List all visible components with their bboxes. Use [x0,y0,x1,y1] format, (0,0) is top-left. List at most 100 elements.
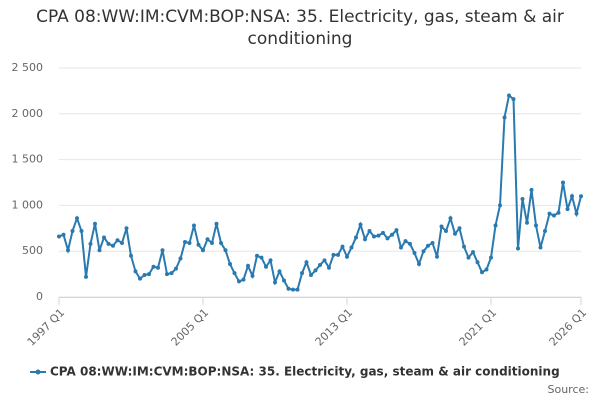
point [156,265,160,270]
point [304,260,309,265]
point [399,245,403,250]
point [381,230,385,235]
point [565,207,570,212]
point [435,254,439,259]
point [115,238,120,243]
legend-marker [35,369,41,375]
point [412,251,417,256]
point [529,187,534,192]
point [336,252,340,257]
point [466,255,471,260]
point [273,280,277,285]
point [421,249,426,254]
point [471,250,475,255]
point [142,273,147,278]
series-line [58,93,582,291]
point [255,253,259,258]
point [327,265,331,270]
point [309,273,313,278]
point [75,216,79,221]
point [331,252,336,257]
y-tick-label: 1 500 [12,153,44,166]
point [340,244,345,249]
point [165,272,169,277]
point [228,262,232,267]
point [196,242,201,247]
point [286,286,291,291]
legend-text: CPA 08:WW:IM:CVM:BOP:NSA: 35. Electricit… [50,365,560,379]
point [124,226,129,231]
point [556,210,561,215]
point [511,97,516,102]
point [516,246,520,251]
point [264,264,268,269]
point [538,245,543,250]
point [475,260,480,265]
point [354,235,358,240]
point [291,287,295,292]
point [88,241,93,246]
point [277,269,282,274]
point [133,269,138,274]
point [219,240,223,245]
point [246,263,250,268]
point [102,235,106,240]
point [268,258,273,263]
point [84,274,88,279]
point [394,228,399,233]
point [66,248,70,253]
point [363,237,367,242]
point [201,248,205,253]
y-tick-label: 2 500 [12,61,44,74]
point [318,262,322,267]
point [520,196,525,201]
point [205,237,210,242]
point [237,279,241,284]
point [313,268,318,273]
point [390,232,394,237]
point [169,271,174,276]
point [187,240,192,245]
point [408,241,412,246]
point [403,239,408,244]
point [462,244,466,249]
point [174,266,178,271]
point [178,256,183,261]
x-tick-label: 2005 Q1 [169,306,212,349]
point [349,245,354,250]
point [183,240,187,245]
point [97,248,102,253]
point [93,221,97,226]
point [192,223,196,228]
point [241,277,246,282]
point [534,223,538,228]
point [250,273,255,278]
point [120,240,124,245]
point [282,278,286,283]
y-tick-label: 1 000 [12,198,44,211]
point [430,240,435,245]
source: Source: [548,383,590,396]
point [561,180,565,185]
point [232,271,237,276]
point [493,223,498,228]
point [372,234,376,239]
point [489,255,493,260]
point [543,229,547,234]
point [322,258,327,263]
point [160,248,165,253]
point [448,216,453,221]
point [129,253,133,258]
point [498,203,502,208]
point [552,213,556,218]
y-tick-label: 500 [22,244,43,257]
point [502,115,507,120]
point [367,229,372,234]
point [547,211,552,216]
x-tick-label: 1997 Q1 [25,306,68,349]
point [214,221,219,226]
point [295,287,300,292]
x-tick-label: 2021 Q1 [457,306,500,349]
x-tick-label: 2013 Q1 [313,306,356,349]
point [57,234,61,239]
